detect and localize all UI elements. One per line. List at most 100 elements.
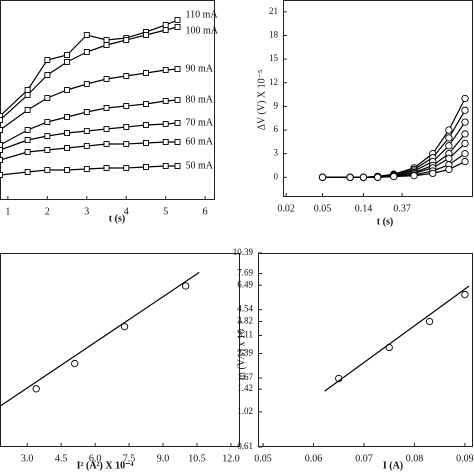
x-axis-label: t (s) [377, 216, 393, 227]
x-tick-label: 0.06 [305, 453, 323, 464]
marker [162, 121, 169, 127]
x-axis-label: I² (A²) X 10⁻⁴ [77, 460, 134, 471]
x-tick-label: 3.0 [21, 453, 34, 464]
x-tick-label: 6.0 [89, 453, 102, 464]
marker [143, 140, 149, 146]
marker [174, 120, 181, 126]
marker [374, 173, 382, 181]
marker [83, 81, 90, 87]
marker [83, 143, 90, 149]
x-tick-label: 0.08 [406, 453, 424, 464]
series-line [0, 122, 178, 151]
series-label: 50 mA [186, 160, 214, 171]
y-axis-label: ΔV (V) X 10⁻⁵ [256, 70, 267, 131]
marker [445, 165, 453, 174]
marker [103, 37, 110, 43]
marker [123, 73, 130, 79]
marker [103, 42, 110, 48]
x-tick-label: 0.02 [277, 203, 295, 214]
y-tick-label: 3.82 [237, 316, 253, 326]
y-tick-label: 3.11 [238, 330, 253, 340]
y-tick-label: 4.54 [237, 304, 253, 314]
marker [64, 145, 71, 151]
marker [425, 317, 434, 326]
series-label: 100 mA [186, 25, 219, 36]
series-line [0, 19, 178, 117]
marker [83, 32, 90, 38]
series-label: 80 mA [186, 94, 214, 105]
marker [162, 27, 169, 33]
series-line [324, 285, 470, 392]
marker [0, 127, 3, 133]
marker [103, 141, 110, 147]
panel: 1 2 3 4 5 6 t (s) 110 mA 100 mA 90 mA 80 mA 70 mA 60… [0, 0, 219, 224]
marker [445, 134, 453, 142]
marker [143, 101, 149, 107]
marker [44, 167, 51, 173]
marker [461, 150, 469, 158]
marker [162, 22, 169, 28]
series-line [0, 99, 178, 146]
marker [24, 87, 31, 93]
plot-frame [258, 253, 473, 447]
marker [0, 113, 3, 119]
x-tick-label: 4.5 [55, 453, 68, 464]
plot-frame [0, 0, 215, 200]
marker [461, 106, 469, 114]
marker [32, 385, 40, 393]
y-tick-label: 6.49 [237, 279, 253, 289]
marker [44, 72, 51, 78]
x-tick-label: 12.0 [222, 453, 240, 464]
x-tick-label: 6 [203, 206, 208, 217]
marker [445, 154, 453, 163]
marker [64, 114, 71, 120]
y-tick-label: 1.42 [237, 383, 253, 393]
marker [174, 17, 181, 23]
marker [103, 126, 110, 132]
marker [318, 173, 327, 181]
y-tick-label: 15 [269, 53, 279, 63]
y-tick-label: 7.69 [237, 268, 253, 278]
marker [44, 119, 51, 125]
x-tick-label: 0.37 [393, 203, 411, 214]
series-line [0, 165, 178, 176]
y-tick-label: 2.39 [237, 348, 253, 358]
marker [174, 163, 181, 169]
marker [123, 124, 130, 130]
marker [461, 157, 469, 166]
x-tick-label: 1 [5, 206, 10, 217]
x-tick-label: 0.09 [456, 453, 474, 464]
marker [83, 166, 90, 172]
series-line [0, 271, 200, 407]
x-tick-label: 0.05 [254, 453, 272, 464]
marker [83, 128, 90, 134]
marker [461, 118, 469, 126]
panel: 0.02 0.05 0.14 0.37 0 3 6 9 12 15 18 21 t (s) ΔV (V) … [256, 0, 473, 227]
marker [64, 59, 71, 65]
marker [24, 92, 31, 98]
series-line [322, 98, 466, 178]
marker [162, 139, 169, 145]
marker [120, 323, 129, 331]
x-tick-label: 0.14 [355, 203, 373, 214]
panel: 3.0 4.5 6.0 7.5 9.0 10.5 12.0 I² (A²) X 10⁻⁴ [0, 253, 240, 471]
x-tick-label: 4 [124, 206, 129, 217]
marker [44, 95, 51, 101]
x-tick-label: 5 [163, 206, 168, 217]
series-line [0, 141, 178, 161]
y-tick-label: 6 [274, 124, 279, 134]
plot-frame [0, 253, 240, 447]
x-tick-label: 3 [84, 206, 89, 217]
y-tick-label: 18 [269, 30, 279, 40]
y-axis-label: m (V/s) x 10⁻⁵ [236, 320, 247, 380]
marker [0, 157, 3, 163]
marker [429, 169, 437, 178]
marker [83, 49, 90, 55]
marker [123, 37, 130, 43]
marker [174, 97, 181, 103]
marker [346, 173, 354, 181]
y-tick-label: 1.02 [237, 406, 253, 416]
y-tick-label: 3 [274, 148, 279, 158]
marker [24, 169, 31, 175]
